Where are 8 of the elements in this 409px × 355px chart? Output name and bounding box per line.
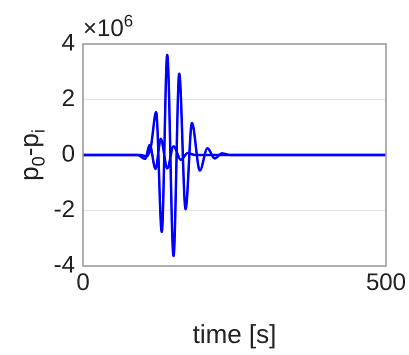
x-tick-label: 500 (366, 269, 406, 296)
y-tick-label: -4 (54, 252, 75, 279)
y-tick-label: 2 (62, 85, 75, 112)
y-tick-label: 0 (62, 140, 75, 168)
y-tick-label: 4 (62, 30, 75, 57)
y-axis-title: p0-pi (14, 129, 48, 181)
y-tick-label: -2 (54, 196, 75, 224)
x-axis-title: time [s] (192, 319, 276, 349)
